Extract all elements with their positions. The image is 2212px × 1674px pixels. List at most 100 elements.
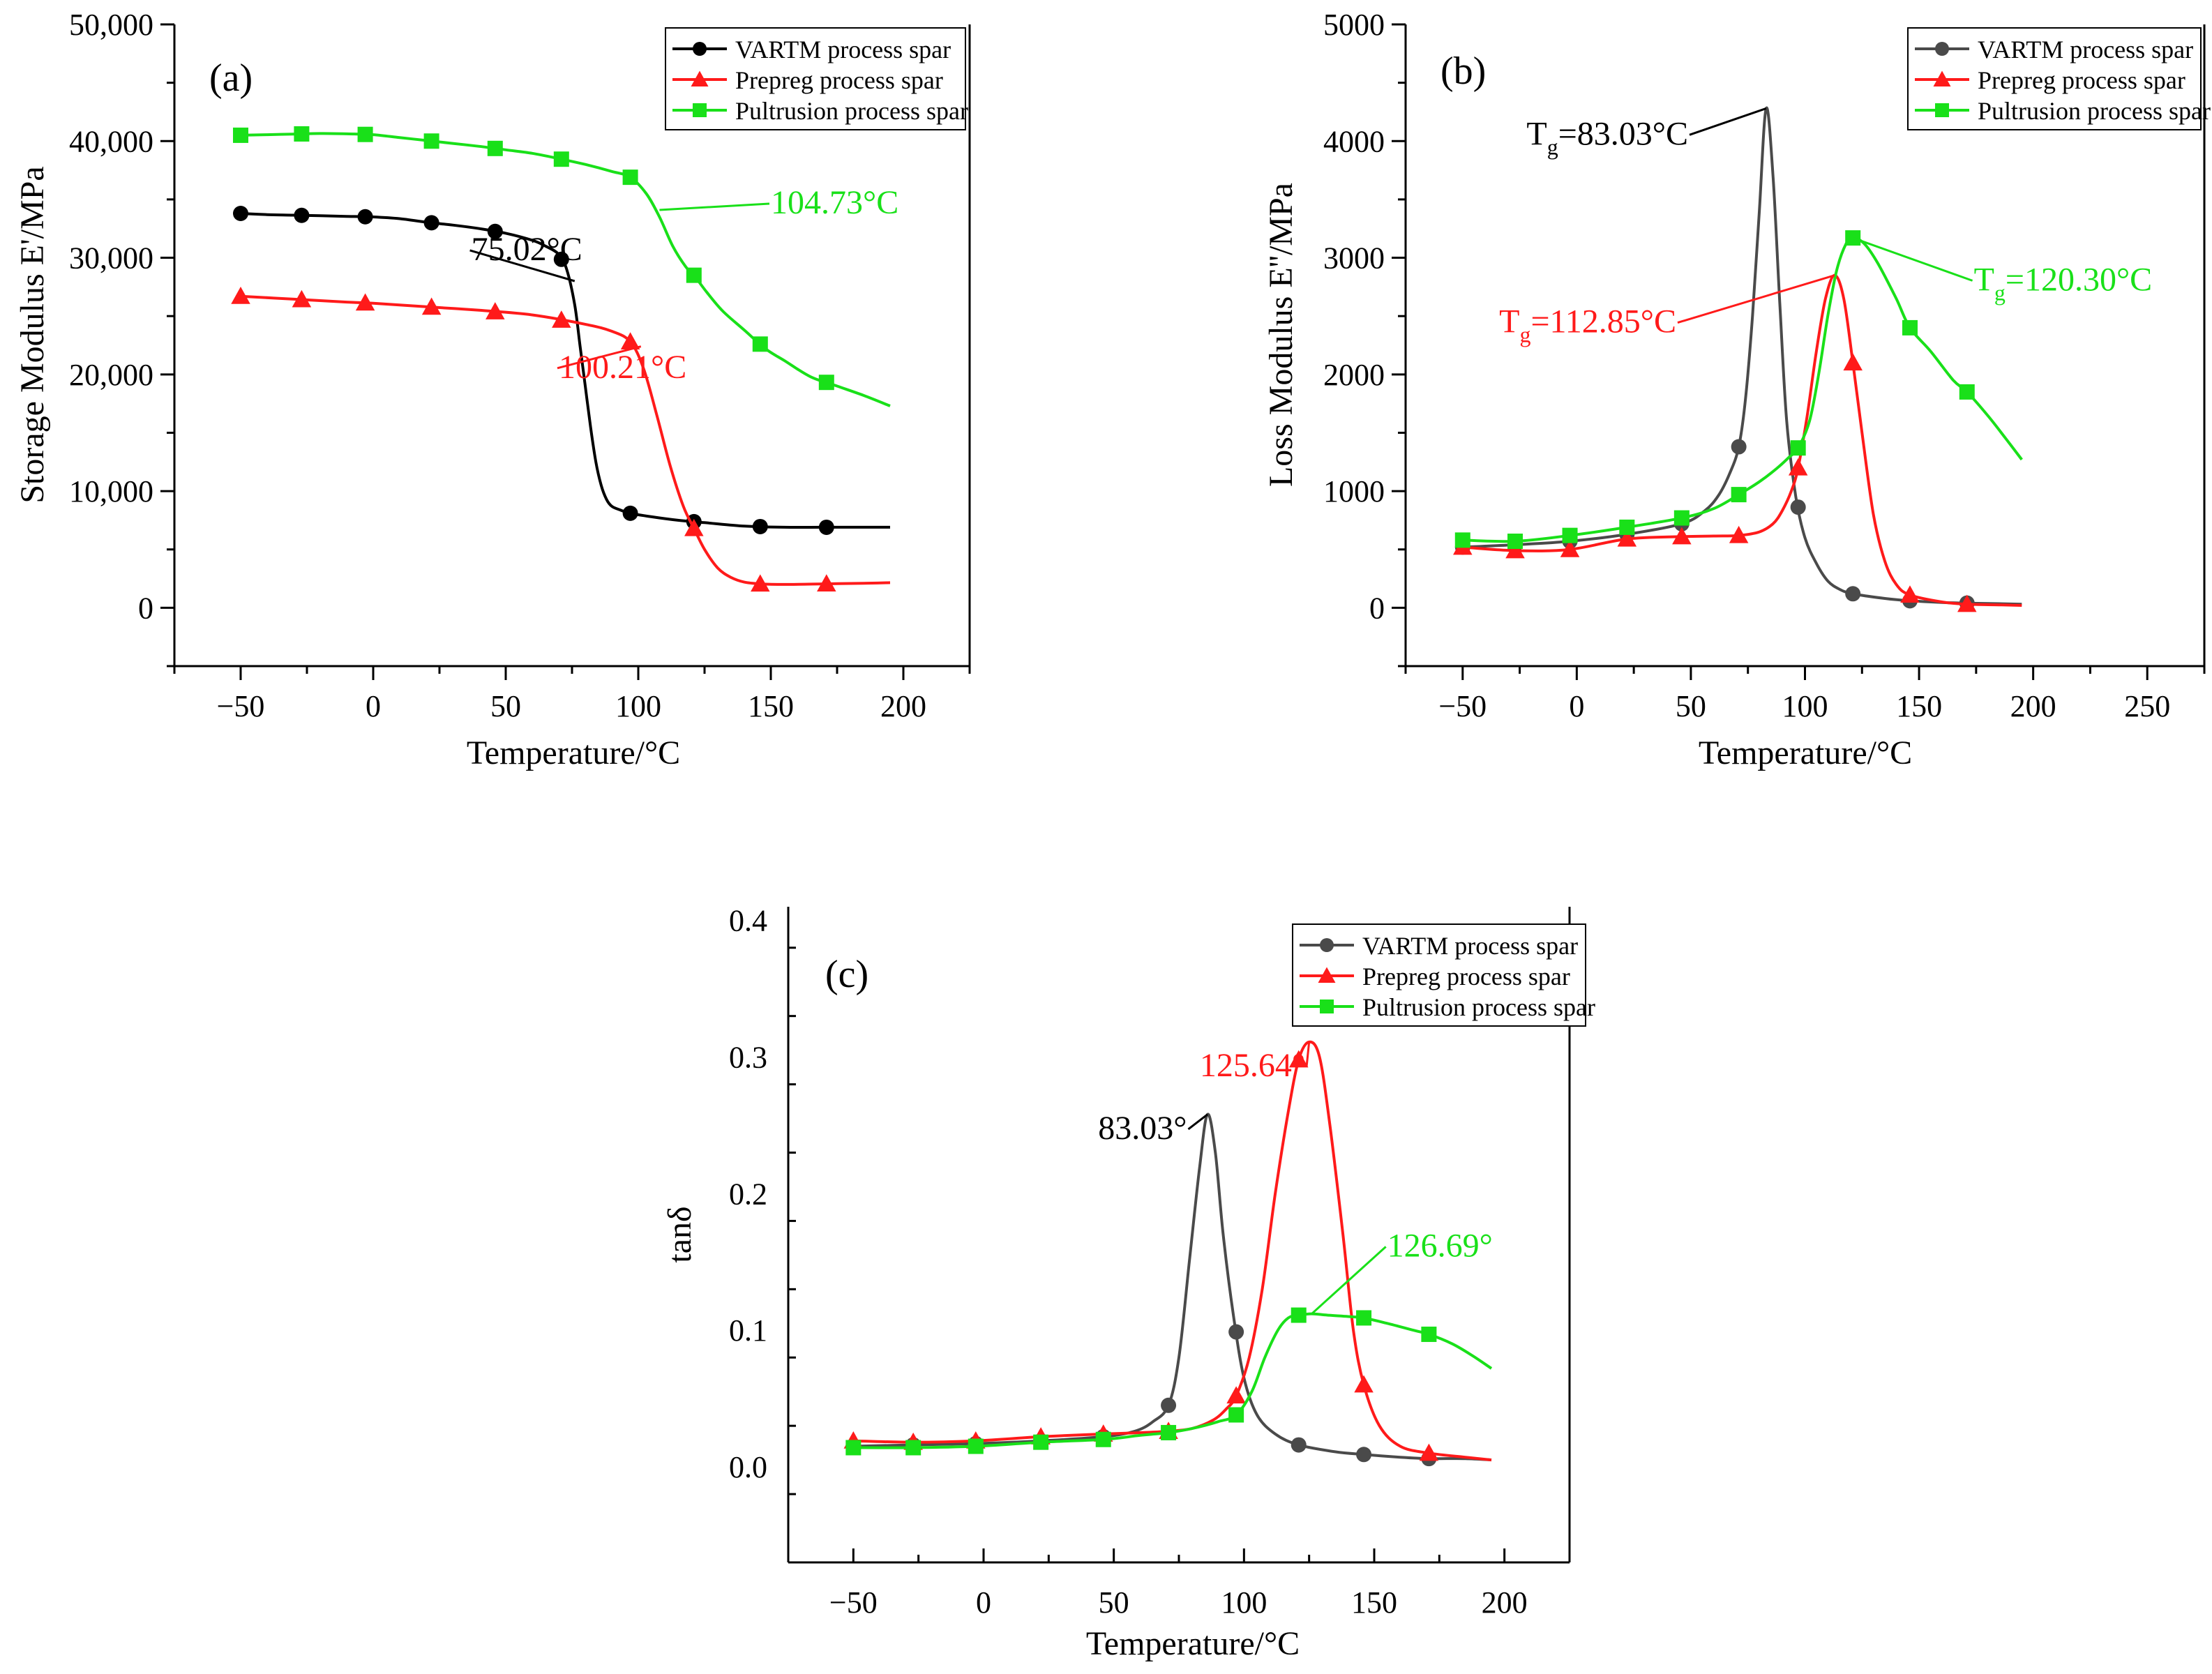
data-point-pultrusion bbox=[1731, 487, 1747, 503]
y-tick-label: 30,000 bbox=[69, 241, 153, 276]
data-point-vartm bbox=[357, 209, 373, 225]
annotation-label: 75.02°C bbox=[472, 231, 582, 268]
y-tick-label: 0.4 bbox=[729, 904, 767, 938]
y-tick-label: 10,000 bbox=[69, 474, 153, 508]
panel-label: (b) bbox=[1440, 50, 1486, 93]
annotation-b_ann_pultrusion: Tg=120.30°C bbox=[1852, 236, 2153, 305]
y-axis-title: tanδ bbox=[661, 1206, 698, 1262]
data-point-prepreg bbox=[1788, 458, 1808, 476]
y-tick-label: 0 bbox=[138, 591, 153, 625]
legend-label: Pultrusion process spar bbox=[735, 97, 968, 125]
legend-entry-vartm: VARTM process spar bbox=[1915, 36, 2193, 63]
legend-label: Pultrusion process spar bbox=[1978, 97, 2211, 125]
panel-label: (a) bbox=[209, 56, 253, 100]
data-point-vartm bbox=[1161, 1397, 1177, 1413]
series-line-vartm bbox=[1462, 106, 2022, 606]
y-tick-label: 3000 bbox=[1323, 241, 1385, 276]
x-tick-label: 150 bbox=[1351, 1585, 1397, 1620]
legend-entry-prepreg: Prepreg process spar bbox=[1300, 963, 1570, 990]
legend-box bbox=[1907, 27, 2202, 130]
data-point-prepreg bbox=[1505, 541, 1525, 559]
y-tick-label: 1000 bbox=[1323, 474, 1385, 508]
annotation-b_ann_vartm: Tg=83.03°C bbox=[1526, 107, 1767, 159]
annotation-leader bbox=[1305, 1041, 1311, 1066]
data-point-prepreg bbox=[817, 574, 836, 592]
data-point-pultrusion bbox=[752, 336, 768, 352]
data-point-prepreg bbox=[292, 289, 312, 308]
legend-marker bbox=[1933, 70, 1951, 86]
data-point-prepreg bbox=[1957, 594, 1977, 612]
data-point-vartm bbox=[1291, 1437, 1307, 1453]
data-point-pultrusion bbox=[1507, 534, 1523, 550]
x-axis-title: Temperature/°C bbox=[1699, 734, 1912, 771]
annotation-b_ann_prepreg: Tg=112.85°C bbox=[1499, 274, 1835, 347]
chart-panel-b: −50 0 50 100 150 200 250 0 1000 2000 3000 4000 5000 T… bbox=[1263, 8, 2211, 771]
annotation-leader bbox=[557, 345, 642, 370]
annotation-a_ann_vartm: 75.02°C bbox=[469, 231, 582, 282]
legend-label: Prepreg process spar bbox=[735, 66, 943, 94]
annotation-label: Tg=120.30°C bbox=[1974, 261, 2153, 305]
legend-entry-pultrusion: Pultrusion process spar bbox=[672, 97, 968, 125]
data-point-vartm bbox=[752, 518, 768, 534]
data-point-prepreg bbox=[1288, 1050, 1309, 1068]
x-tick-label: −50 bbox=[1438, 689, 1487, 723]
data-point-prepreg bbox=[552, 310, 571, 328]
x-tick-label: 100 bbox=[1782, 689, 1828, 723]
legend-label: Pultrusion process spar bbox=[1362, 993, 1595, 1021]
data-point-prepreg bbox=[751, 574, 770, 592]
x-tick-label: −50 bbox=[829, 1585, 878, 1620]
legend-marker bbox=[1318, 967, 1336, 983]
annotation-leader bbox=[1852, 236, 1973, 282]
data-point-pultrusion bbox=[233, 127, 248, 143]
legend-entry-pultrusion: Pultrusion process spar bbox=[1915, 97, 2211, 125]
data-point-prepreg bbox=[421, 297, 442, 315]
y-tick-label: 0.0 bbox=[729, 1450, 767, 1484]
annotation-c_ann_pultrusion: 126.69° bbox=[1311, 1227, 1493, 1315]
x-tick-label: 50 bbox=[1676, 689, 1706, 723]
data-point-pultrusion bbox=[968, 1438, 984, 1454]
legend-label: Prepreg process spar bbox=[1362, 963, 1570, 990]
legend-marker bbox=[1320, 1000, 1334, 1013]
data-point-pultrusion bbox=[1033, 1434, 1049, 1450]
data-point-vartm bbox=[233, 205, 248, 221]
y-tick-label: 0.2 bbox=[729, 1177, 767, 1211]
y-tick-label: 4000 bbox=[1323, 124, 1385, 158]
annotation-leader bbox=[1677, 274, 1835, 324]
x-tick-label: 0 bbox=[976, 1585, 991, 1620]
data-point-pultrusion bbox=[818, 375, 834, 391]
y-tick-label: 5000 bbox=[1323, 8, 1385, 42]
data-point-vartm bbox=[1790, 499, 1806, 515]
annotation-label: Tg=112.85°C bbox=[1499, 303, 1676, 347]
x-tick-label: −50 bbox=[217, 689, 265, 723]
annotation-label: Tg=83.03°C bbox=[1526, 115, 1688, 159]
data-point-prepreg bbox=[1900, 585, 1920, 603]
legend-label: VARTM process spar bbox=[1362, 932, 1578, 960]
x-tick-label: 250 bbox=[2124, 689, 2170, 723]
data-point-vartm bbox=[423, 215, 439, 231]
data-point-vartm bbox=[1228, 1324, 1244, 1340]
x-tick-label: 150 bbox=[748, 689, 794, 723]
annotation-c_ann_prepreg: 125.64° bbox=[1200, 1041, 1311, 1084]
y-tick-label: 20,000 bbox=[69, 358, 153, 392]
legend-marker bbox=[691, 70, 709, 86]
series-prepreg bbox=[1453, 273, 2022, 612]
data-point-pultrusion bbox=[1291, 1307, 1307, 1323]
y-tick-label: 40,000 bbox=[69, 124, 153, 158]
x-axis-title: Temperature/°C bbox=[1086, 1625, 1300, 1662]
x-tick-label: 200 bbox=[880, 689, 926, 723]
data-point-prepreg bbox=[1560, 539, 1580, 557]
data-point-pultrusion bbox=[1790, 440, 1806, 456]
y-tick-label: 50,000 bbox=[69, 8, 153, 42]
legend-entry-prepreg: Prepreg process spar bbox=[672, 66, 943, 94]
data-point-pultrusion bbox=[1619, 519, 1635, 535]
x-tick-label: 100 bbox=[615, 689, 661, 723]
series-line-pultrusion bbox=[853, 1312, 1493, 1449]
data-point-pultrusion bbox=[905, 1440, 921, 1456]
data-point-vartm bbox=[487, 223, 503, 239]
data-point-pultrusion bbox=[487, 140, 503, 156]
legend-entry-vartm: VARTM process spar bbox=[1300, 932, 1578, 960]
y-tick-label: 0.1 bbox=[729, 1313, 767, 1348]
x-tick-label: 200 bbox=[1482, 1585, 1528, 1620]
data-point-pultrusion bbox=[294, 126, 310, 142]
